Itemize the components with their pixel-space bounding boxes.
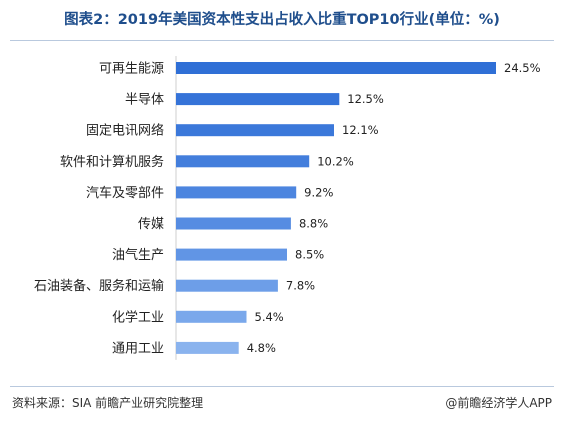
category-label: 传媒 [138,217,164,232]
data-label: 4.8% [247,341,276,355]
category-label: 汽车及零部件 [86,185,164,201]
data-label: 12.5% [347,92,384,106]
data-label: 24.5% [504,61,541,75]
bar [176,186,297,199]
title-divider [10,40,554,41]
data-label: 8.5% [295,248,324,262]
category-label: 通用工业 [112,341,164,356]
bar [176,248,287,261]
brand-credit: @前瞻经济学人APP [445,394,552,411]
bar [176,310,247,323]
bar [176,124,334,137]
data-label: 9.2% [304,185,333,199]
chart-title: 图表2：2019年美国资本性支出占收入比重TOP10行业(单位：%) [64,12,500,28]
data-label: 8.8% [299,217,328,231]
bar [176,217,291,230]
category-label: 化学工业 [112,309,164,325]
category-label: 固定电讯网络 [86,123,164,139]
data-label: 5.4% [255,310,284,324]
data-label: 12.1% [342,123,379,137]
brand-text: @前瞻经济学人APP [445,396,552,410]
category-label: 半导体 [125,93,164,108]
bar [176,341,239,354]
category-label: 油气生产 [112,247,164,263]
source-note: 资料来源：SIA 前瞻产业研究院整理 [12,396,204,410]
bar [176,62,496,74]
category-label: 软件和计算机服务 [60,154,164,170]
bar [176,279,278,292]
data-label: 10.2% [317,154,354,168]
category-label: 石油装备、服务和运输 [34,278,164,294]
category-label: 可再生能源 [99,62,164,77]
bar [176,93,340,106]
data-label: 7.8% [286,279,315,293]
bar [176,155,310,168]
footer-divider [10,386,554,387]
